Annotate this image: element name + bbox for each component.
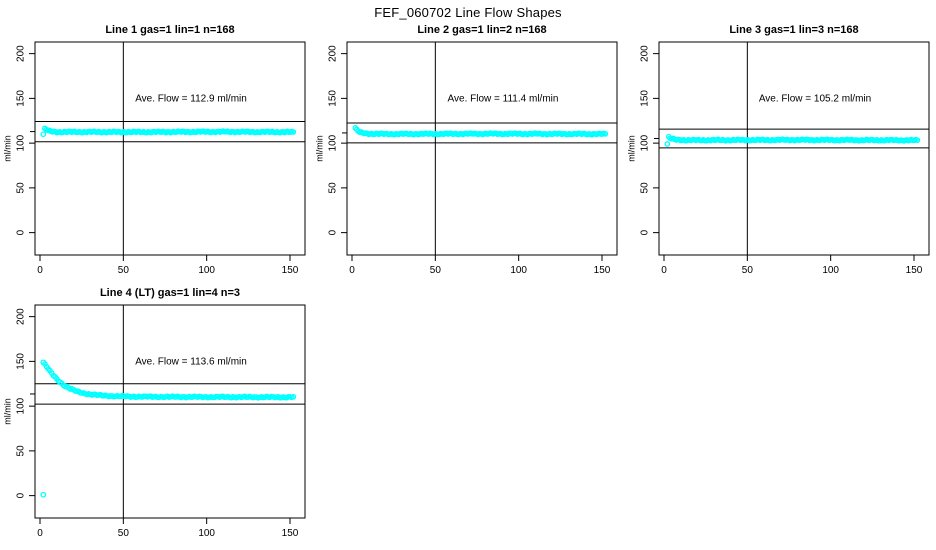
plot-box bbox=[658, 41, 930, 256]
plot-box bbox=[34, 304, 306, 519]
x-tick-label: 0 bbox=[37, 528, 43, 539]
y-tick-label: 200 bbox=[640, 45, 651, 62]
chart-title: Line 4 (LT) gas=1 lin=4 n=3 bbox=[100, 287, 240, 299]
plot-box bbox=[346, 41, 618, 256]
y-tick-label: 150 bbox=[328, 90, 339, 107]
y-axis-label: ml/min bbox=[2, 398, 12, 425]
y-tick-label: 50 bbox=[16, 445, 27, 457]
y-tick-label: 0 bbox=[640, 229, 651, 235]
x-tick-label: 50 bbox=[742, 265, 754, 276]
y-tick-label: 50 bbox=[328, 182, 339, 194]
y-axis-label: ml/min bbox=[626, 135, 636, 162]
ave-flow-annotation: Ave. Flow = 111.4 ml/min bbox=[448, 93, 559, 104]
chart-title: Line 2 gas=1 lin=2 n=168 bbox=[417, 24, 546, 36]
chart-line4: Line 4 (LT) gas=1 lin=4 n=3 0 50 100 150 0 50 1… bbox=[0, 283, 312, 545]
ave-flow-annotation: Ave. Flow = 112.9 ml/min bbox=[135, 93, 247, 104]
y-tick-label: 100 bbox=[640, 134, 651, 151]
x-tick-label: 150 bbox=[906, 265, 923, 276]
flow-data-points bbox=[40, 125, 297, 138]
flow-data-points bbox=[352, 125, 609, 138]
x-tick-label: 150 bbox=[282, 528, 299, 539]
y-tick-label: 200 bbox=[328, 45, 339, 62]
y-tick-label: 0 bbox=[16, 492, 27, 498]
outlier-point bbox=[40, 491, 47, 498]
y-tick-label: 200 bbox=[16, 308, 27, 325]
y-tick-label: 50 bbox=[640, 182, 651, 194]
x-tick-label: 100 bbox=[198, 528, 215, 539]
chart-title: Line 3 gas=1 lin=3 n=168 bbox=[729, 24, 858, 36]
y-axis-label: ml/min bbox=[314, 135, 324, 162]
x-tick-label: 50 bbox=[118, 265, 130, 276]
chart-line2: Line 2 gas=1 lin=2 n=168 0 50 100 150 0 50 100 1… bbox=[312, 20, 624, 282]
y-tick-label: 100 bbox=[16, 134, 27, 151]
y-tick-label: 100 bbox=[328, 134, 339, 151]
y-tick-label: 200 bbox=[16, 45, 27, 62]
chart-title: Line 1 gas=1 lin=1 n=168 bbox=[105, 24, 234, 36]
x-tick-label: 50 bbox=[118, 528, 130, 539]
y-tick-label: 100 bbox=[16, 397, 27, 414]
plot-box bbox=[34, 41, 306, 256]
ave-flow-annotation: Ave. Flow = 113.6 ml/min bbox=[135, 356, 247, 367]
x-tick-label: 0 bbox=[661, 265, 667, 276]
x-tick-label: 150 bbox=[282, 265, 299, 276]
page-title: FEF_060702 Line Flow Shapes bbox=[374, 5, 562, 20]
x-tick-label: 100 bbox=[822, 265, 839, 276]
chart-line1: Line 1 gas=1 lin=1 n=168 0 50 100 150 0 50 100 1… bbox=[0, 20, 312, 282]
x-tick-label: 100 bbox=[510, 265, 527, 276]
chart-line3: Line 3 gas=1 lin=3 n=168 0 50 100 150 0 50 100 1… bbox=[624, 20, 936, 282]
y-tick-label: 50 bbox=[16, 182, 27, 194]
x-tick-label: 0 bbox=[349, 265, 355, 276]
y-tick-label: 150 bbox=[640, 90, 651, 107]
y-axis-label: ml/min bbox=[2, 135, 12, 162]
y-tick-label: 0 bbox=[16, 229, 27, 235]
x-tick-label: 100 bbox=[198, 265, 215, 276]
flow-data-points bbox=[40, 359, 297, 498]
y-tick-label: 150 bbox=[16, 353, 27, 370]
y-tick-label: 0 bbox=[328, 229, 339, 235]
x-tick-label: 50 bbox=[430, 265, 442, 276]
flow-data-points bbox=[664, 133, 921, 147]
x-tick-label: 150 bbox=[594, 265, 611, 276]
x-tick-label: 0 bbox=[37, 265, 43, 276]
ave-flow-annotation: Ave. Flow = 105.2 ml/min bbox=[759, 93, 871, 104]
y-tick-label: 150 bbox=[16, 90, 27, 107]
